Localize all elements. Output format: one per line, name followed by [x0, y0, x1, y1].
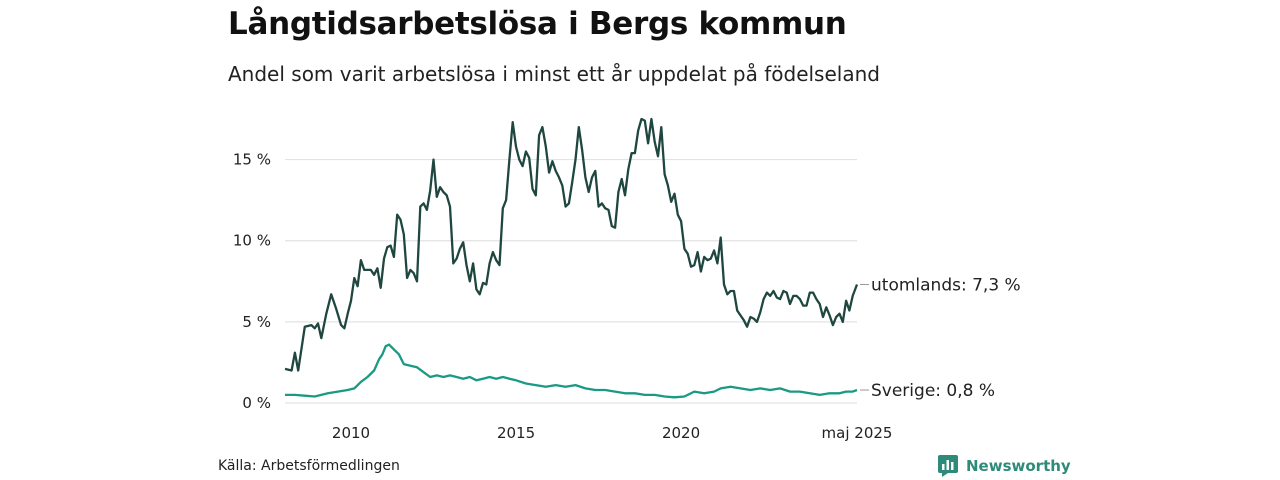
- gridlines: [285, 158, 857, 404]
- y-tick-label: 15 %: [233, 151, 271, 169]
- x-tick-label: 2010: [332, 424, 370, 442]
- series-group: [284, 117, 859, 399]
- y-tick-label: 10 %: [233, 232, 271, 250]
- x-axis: 2010 2015 2020 maj 2025: [332, 424, 893, 442]
- y-axis: 0 % 5 % 10 % 15 %: [233, 151, 271, 412]
- brand-logo: Newsworthy: [938, 455, 1071, 477]
- series-line-utomlands: [284, 117, 859, 372]
- source-note: Källa: Arbetsförmedlingen: [218, 458, 400, 474]
- end-labels: utomlands: 7,3 % Sverige: 0,8 %: [860, 276, 1021, 401]
- end-label-Sverige: Sverige: 0,8 %: [871, 381, 995, 401]
- x-tick-label: 2015: [497, 424, 535, 442]
- y-tick-label: 0 %: [242, 394, 271, 412]
- newsworthy-logo-icon: [938, 455, 958, 477]
- series-line-Sverige: [285, 343, 858, 399]
- brand-name: Newsworthy: [966, 457, 1071, 475]
- y-tick-label: 5 %: [242, 313, 271, 331]
- x-tick-label: 2020: [662, 424, 700, 442]
- x-tick-label: maj 2025: [822, 424, 893, 442]
- end-label-utomlands: utomlands: 7,3 %: [871, 276, 1021, 296]
- chart-subtitle: Andel som varit arbetslösa i minst ett å…: [228, 62, 880, 86]
- chart-title: Långtidsarbetslösa i Bergs kommun: [228, 6, 847, 42]
